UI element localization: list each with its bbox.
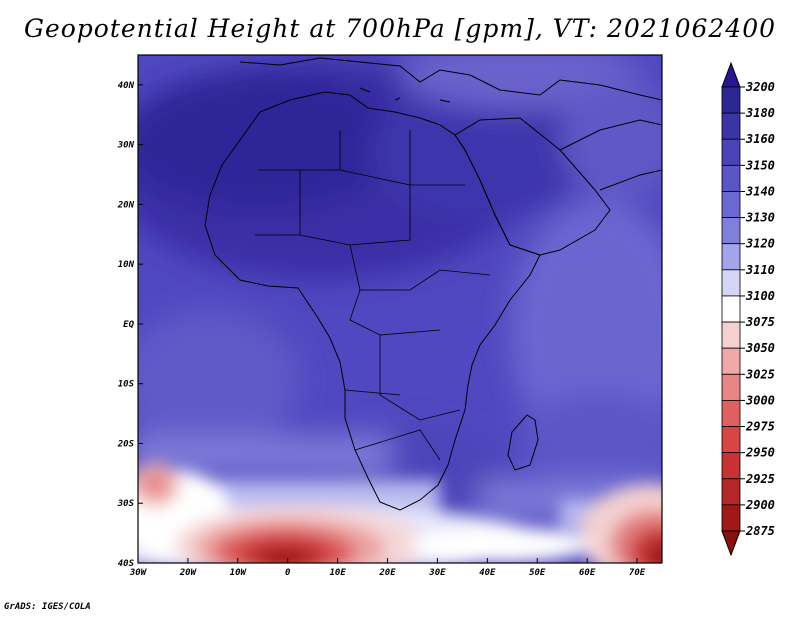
lat-tick-label: 20N — [117, 200, 135, 210]
colorbar-swatch — [721, 138, 741, 166]
colorbar-swatch — [721, 86, 741, 114]
lon-tick-label: 0 — [285, 568, 291, 578]
lat-tick-label: 20S — [117, 439, 135, 449]
colorbar-swatch — [721, 452, 741, 480]
colorbar-swatch — [721, 321, 741, 349]
colorbar-level-label: 2925 — [745, 472, 775, 486]
map-title: Geopotential Height at 700hPa [gpm], VT:… — [23, 14, 777, 43]
colorbar-swatch — [721, 295, 741, 323]
colorbar-swatch — [721, 400, 741, 427]
colorbar-level-label: 3180 — [745, 106, 775, 120]
colorbar-level-label: 3120 — [745, 237, 775, 251]
lat-tick-label: 30N — [117, 141, 135, 151]
lon-tick-label: 20E — [378, 568, 396, 578]
colorbar-swatch — [721, 191, 741, 218]
madagascar-outline — [507, 414, 539, 471]
colorbar-swatch — [721, 164, 741, 192]
colorbar-level-label: 3025 — [745, 367, 775, 381]
colorbar-max-arrow — [721, 61, 741, 88]
colorbar-level-label: 2975 — [745, 420, 775, 434]
africa-coastline — [204, 91, 541, 511]
lon-tick-label: 60E — [579, 568, 596, 578]
colorbar-level-label: 3100 — [745, 289, 775, 303]
colorbar-swatch — [721, 426, 741, 454]
colorbar-level-label: 3000 — [745, 393, 775, 407]
lon-tick-label: 20W — [179, 568, 198, 578]
colorbar-swatch — [721, 112, 741, 140]
colorbar-level-label: 3150 — [745, 158, 775, 172]
colorbar: 3200 3180 3160 3150 3140 3130 3120 3110 3100 3075… — [721, 61, 775, 557]
lon-tick-label: 50E — [529, 568, 546, 578]
lon-tick-label: 10E — [329, 568, 346, 578]
iran-outline — [559, 119, 662, 191]
lat-tick-label: 40S — [118, 559, 135, 569]
colorbar-level-label: 3200 — [745, 80, 775, 94]
country-borders — [255, 130, 491, 461]
lon-tick-label: 10W — [230, 568, 248, 578]
colorbar-level-label: 3130 — [745, 211, 775, 225]
colorbar-min-arrow — [721, 530, 741, 557]
colorbar-swatch — [721, 478, 741, 506]
europe-coastline — [239, 57, 662, 101]
colorbar-level-label: 2900 — [745, 498, 775, 512]
grads-credit: GrADS: IGES/COLA — [4, 602, 91, 612]
arabia-outline — [454, 117, 611, 256]
plot-frame — [137, 54, 663, 564]
lat-tick-label: 10N — [118, 260, 135, 270]
lat-tick-label: 30S — [117, 499, 135, 509]
longitude-axis: 30W 20W 10W 0 10E 20E 30E 40E 50E 60E 70E — [129, 558, 646, 578]
latitude-axis: 40N 30N 20N 10N EQ 10S 20S 30S 40S — [117, 81, 143, 569]
lat-tick-label: 40N — [118, 81, 135, 91]
colorbar-level-label: 3110 — [745, 263, 775, 277]
colorbar-level-label: 3160 — [745, 132, 775, 146]
lat-tick-label: EQ — [123, 320, 134, 330]
colorbar-swatch — [721, 269, 741, 297]
colorbar-swatch — [721, 243, 741, 271]
height-field-shading — [138, 55, 662, 563]
lon-tick-label: 30W — [129, 568, 148, 578]
coastline-outlines — [204, 57, 662, 511]
lon-tick-label: 40E — [479, 568, 496, 578]
colorbar-level-label: 3140 — [745, 184, 775, 198]
colorbar-level-label: 2950 — [745, 446, 775, 460]
colorbar-swatch — [721, 217, 741, 245]
colorbar-level-label: 3050 — [745, 341, 775, 355]
lon-tick-label: 30E — [428, 568, 446, 578]
mediterranean-islands — [359, 87, 451, 103]
lat-tick-label: 10S — [118, 380, 135, 390]
colorbar-swatch — [721, 347, 741, 375]
colorbar-level-label: 2875 — [745, 524, 775, 538]
colorbar-swatch — [721, 504, 741, 532]
colorbar-level-label: 3075 — [745, 315, 775, 329]
lon-tick-label: 70E — [629, 568, 646, 578]
colorbar-swatch — [721, 373, 741, 401]
